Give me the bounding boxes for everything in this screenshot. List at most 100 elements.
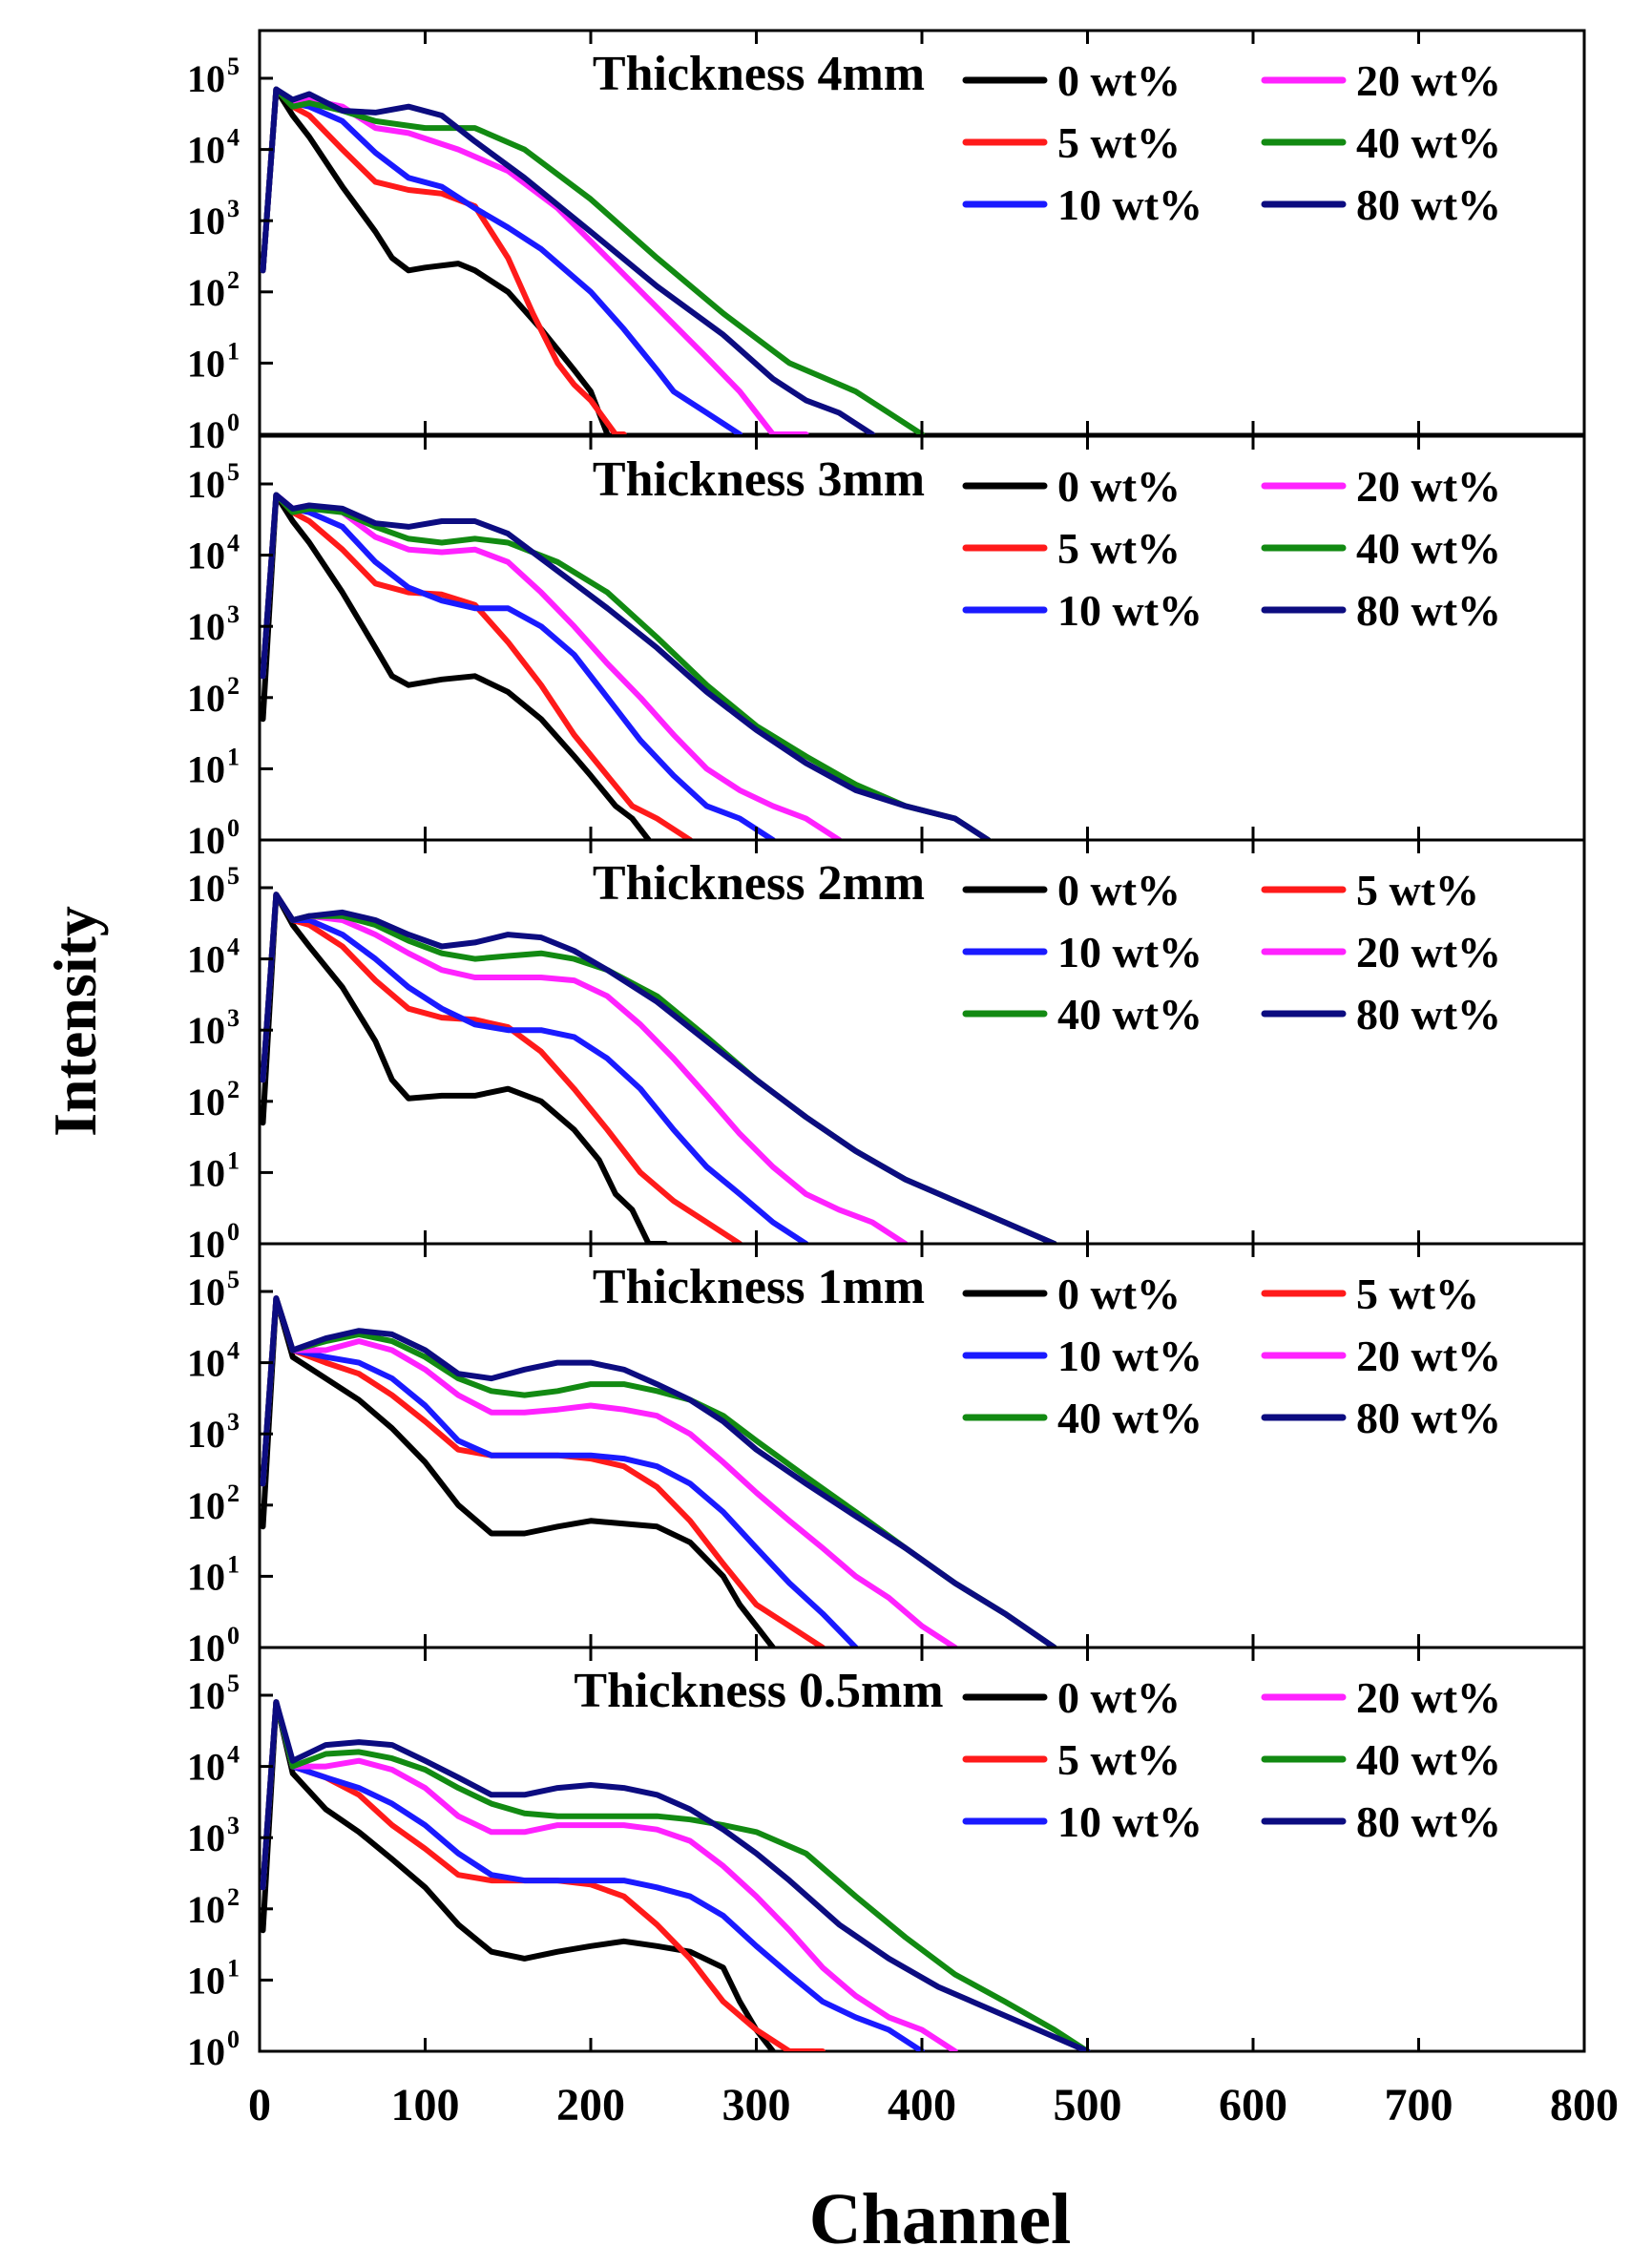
x-tick-label: 100 [391, 2080, 460, 2131]
legend-label: 0 wt% [1057, 1270, 1181, 1318]
y-tick-label: 10 [187, 747, 225, 790]
legend-label: 80 wt% [1356, 1394, 1501, 1442]
y-tick-exponent: 3 [227, 1408, 240, 1436]
legend-label: 0 wt% [1057, 462, 1181, 511]
legend: 0 wt% 20 wt% 5 wt% 40 wt% 10 wt% 80 wt% [962, 1673, 1501, 1846]
y-axis-label: Intensity [41, 906, 109, 1137]
y-tick-label: 10 [187, 938, 225, 981]
legend-label: 40 wt% [1356, 524, 1501, 573]
legend-label: 5 wt% [1057, 118, 1181, 167]
legend-label: 20 wt% [1356, 56, 1501, 105]
x-tick-label: 300 [722, 2080, 791, 2131]
y-tick-label: 10 [187, 1959, 225, 2002]
series-line-80-wt- [260, 1699, 1091, 2051]
y-tick-exponent: 1 [227, 1146, 240, 1174]
panel-title: Thickness 1mm [593, 1260, 925, 1314]
series-group [260, 86, 925, 434]
y-tick-label: 10 [187, 1270, 225, 1313]
y-tick-exponent: 1 [227, 1954, 240, 1982]
legend-label: 80 wt% [1356, 1797, 1501, 1846]
legend-label: 5 wt% [1356, 1270, 1479, 1318]
y-tick-label: 10 [187, 605, 225, 648]
y-tick-exponent: 2 [227, 1076, 240, 1103]
legend-label: 20 wt% [1356, 928, 1501, 976]
legend-label: 5 wt% [1057, 1735, 1181, 1784]
series-line-40-wt- [260, 492, 992, 840]
legend-label: 20 wt% [1356, 462, 1501, 511]
y-tick-exponent: 0 [227, 1218, 240, 1246]
y-tick-exponent: 4 [227, 1337, 240, 1365]
y-tick-label: 10 [187, 199, 225, 242]
legend-label: 20 wt% [1356, 1673, 1501, 1722]
legend-label: 40 wt% [1057, 1394, 1202, 1442]
panel-title: Thickness 2mm [593, 856, 925, 911]
x-tick-label: 600 [1219, 2080, 1287, 2131]
series-line-10-wt- [260, 1295, 859, 1648]
y-tick-label: 10 [187, 1484, 225, 1527]
legend-label: 80 wt% [1356, 586, 1501, 635]
series-line-0-wt- [260, 892, 669, 1244]
y-tick-label: 10 [187, 1413, 225, 1456]
y-tick-label: 10 [187, 1555, 225, 1598]
legend-label: 20 wt% [1356, 1332, 1501, 1380]
y-tick-label: 10 [187, 819, 225, 862]
series-line-0-wt- [260, 1295, 776, 1648]
y-tick-label: 10 [187, 129, 225, 172]
series-line-5-wt- [260, 86, 627, 434]
legend-label: 40 wt% [1356, 118, 1501, 167]
y-tick-exponent: 5 [227, 1266, 240, 1293]
y-tick-label: 10 [187, 677, 225, 720]
series-line-20-wt- [260, 492, 843, 840]
series-group [260, 1699, 1091, 2051]
y-tick-exponent: 3 [227, 1004, 240, 1032]
series-group [260, 892, 1057, 1244]
legend: 0 wt% 20 wt% 5 wt% 40 wt% 10 wt% 80 wt% [962, 462, 1501, 635]
x-axis-tick-labels: 0 100 200 300 400 500 600 700 800 [248, 2080, 1619, 2131]
y-tick-exponent: 2 [227, 266, 240, 294]
y-tick-label: 10 [187, 1081, 225, 1123]
y-tick-exponent: 4 [227, 1741, 240, 1769]
series-line-20-wt- [260, 86, 809, 434]
y-tick-label: 10 [187, 1674, 225, 1717]
legend-label: 5 wt% [1057, 524, 1181, 573]
y-tick-exponent: 5 [227, 1669, 240, 1697]
y-tick-label: 10 [187, 342, 225, 385]
series-line-0-wt- [260, 492, 652, 840]
x-tick-label: 700 [1385, 2080, 1453, 2131]
y-tick-label: 10 [187, 1627, 225, 1669]
legend-label: 10 wt% [1057, 180, 1202, 229]
panel-title: Thickness 0.5mm [574, 1664, 943, 1718]
legend-label: 80 wt% [1356, 990, 1501, 1039]
y-tick-label: 10 [187, 1816, 225, 1859]
y-tick-label: 10 [187, 57, 225, 100]
series-line-10-wt- [260, 892, 809, 1244]
x-tick-label: 200 [556, 2080, 625, 2131]
series-line-40-wt- [260, 86, 925, 434]
series-group [260, 1295, 1057, 1648]
series-line-40-wt- [260, 1699, 1091, 2051]
x-tick-label: 800 [1550, 2080, 1619, 2131]
x-tick-label: 0 [248, 2080, 271, 2131]
y-tick-exponent: 2 [227, 672, 240, 700]
series-line-10-wt- [260, 1699, 925, 2051]
series-line-5-wt- [260, 892, 743, 1244]
y-tick-label: 10 [187, 1746, 225, 1789]
series-line-80-wt- [260, 86, 875, 434]
legend-label: 10 wt% [1057, 1332, 1202, 1380]
y-tick-exponent: 2 [227, 1480, 240, 1507]
x-tick-label: 400 [888, 2080, 956, 2131]
legend-label: 40 wt% [1356, 1735, 1501, 1784]
series-group [260, 492, 992, 840]
y-tick-exponent: 1 [227, 337, 240, 365]
y-tick-exponent: 0 [227, 1622, 240, 1649]
series-line-5-wt- [260, 492, 694, 840]
legend-label: 10 wt% [1057, 928, 1202, 976]
series-line-0-wt- [260, 1699, 776, 2051]
x-tick-label: 500 [1054, 2080, 1122, 2131]
y-tick-label: 10 [187, 867, 225, 910]
y-tick-label: 10 [187, 1888, 225, 1931]
series-line-0-wt- [260, 86, 611, 434]
